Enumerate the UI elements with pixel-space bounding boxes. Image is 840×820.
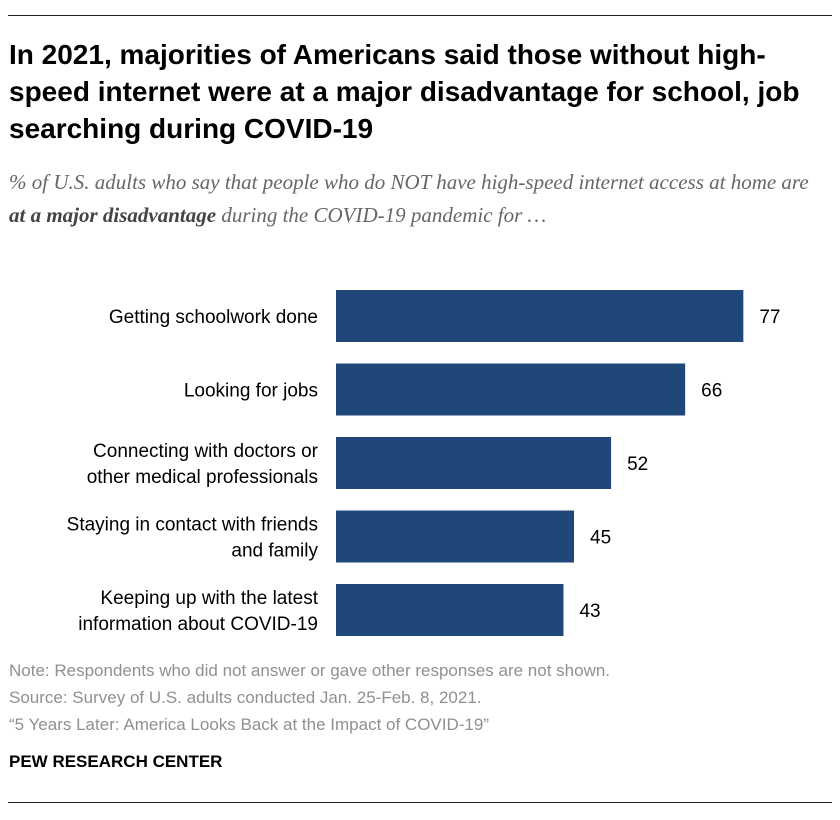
category-label-line: and family bbox=[231, 541, 318, 562]
category-label: Looking for jobs bbox=[184, 381, 318, 402]
bar-value-label: 45 bbox=[590, 528, 611, 549]
bar-value-label: 66 bbox=[701, 381, 722, 402]
note-text: Note: Respondents who did not answer or … bbox=[9, 661, 611, 680]
category-label-line: Connecting with doctors or bbox=[93, 441, 319, 462]
category-label: Staying in contact with friends and famil… bbox=[67, 515, 319, 562]
top-rule bbox=[8, 15, 832, 16]
category-label-line: Staying in contact with friends bbox=[67, 515, 318, 536]
category-label-line: information about COVID-19 bbox=[78, 614, 318, 635]
category-label: Keeping up with the latest information ab… bbox=[78, 588, 318, 635]
chart-title: In 2021, majorities of Americans said th… bbox=[9, 39, 800, 144]
subtitle-text: % of U.S. adults who say that people who… bbox=[9, 170, 809, 194]
source-text: Source: Survey of U.S. adults conducted … bbox=[9, 688, 482, 707]
bar-2 bbox=[336, 363, 686, 416]
category-label-line: other medical professionals bbox=[87, 467, 318, 488]
category-label: Connecting with doctors or other medical … bbox=[87, 441, 319, 488]
subtitle-text-end: during the COVID-19 pandemic for … bbox=[216, 203, 547, 227]
category-label-line: Looking for jobs bbox=[184, 381, 318, 402]
report-text: “5 Years Later: America Looks Back at th… bbox=[9, 715, 490, 734]
footnotes: Note: Respondents who did not answer or … bbox=[9, 657, 829, 738]
bar-3 bbox=[336, 437, 612, 489]
chart-subtitle: % of U.S. adults who say that people who… bbox=[9, 166, 829, 232]
bar-5 bbox=[336, 584, 564, 636]
brand-logo-text: PEW RESEARCH CENTER bbox=[9, 752, 223, 771]
category-label: Getting schoolwork done bbox=[109, 307, 318, 328]
bar-value-label: 52 bbox=[627, 454, 648, 475]
bottom-rule bbox=[8, 802, 832, 803]
bar-value-label: 77 bbox=[759, 307, 780, 328]
bar-1 bbox=[336, 290, 744, 342]
subtitle-emphasis: at a major disadvantage bbox=[9, 203, 217, 227]
bar-4 bbox=[336, 510, 575, 563]
category-label-line: Keeping up with the latest bbox=[100, 588, 318, 609]
category-label-line: Getting schoolwork done bbox=[109, 307, 318, 328]
bar-value-label: 43 bbox=[579, 601, 600, 622]
bar-chart: 77 Getting schoolwork done 66 Looking for j… bbox=[67, 290, 780, 636]
